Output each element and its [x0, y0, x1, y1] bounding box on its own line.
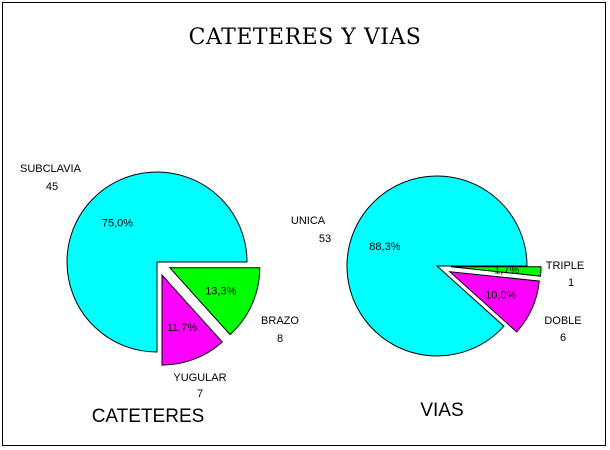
slice-percent-unica: 88,3%	[369, 241, 400, 253]
pie-0: 75,0% SUBCLAVIA 45 13,3% BRAZO 8 11,7% YUGULAR 7…	[20, 163, 299, 427]
slice-value-unica: 53	[319, 233, 331, 245]
slice-value-triple: 1	[568, 277, 574, 289]
slice-label-yugular: YUGULAR	[173, 372, 226, 384]
pie-caption-0: CATETERES	[92, 406, 205, 427]
chart-title: CATETERES Y VIAS	[188, 25, 422, 50]
slice-label-brazo: BRAZO	[261, 315, 299, 327]
slice-percent-yugular: 11,7%	[167, 322, 198, 334]
slice-triple	[450, 266, 542, 277]
slice-percent-brazo: 13,3%	[205, 285, 236, 297]
slice-doble	[448, 271, 540, 333]
slice-label-doble: DOBLE	[544, 315, 581, 327]
slice-value-doble: 6	[560, 332, 566, 344]
slice-percent-triple: 1,7%	[494, 265, 519, 277]
pie-1: 88,3% UNICA 53 1,7% TRIPLE 1 10,0% DOBLE 6 VIAS	[291, 175, 585, 421]
slice-brazo	[168, 267, 261, 336]
slice-value-subclavia: 45	[46, 181, 58, 193]
slice-yugular	[161, 273, 223, 366]
pie-caption-1: VIAS	[420, 400, 463, 421]
slice-unica	[346, 175, 528, 357]
slice-value-brazo: 8	[277, 333, 283, 345]
slice-percent-subclavia: 75,0%	[102, 218, 133, 230]
slice-label-triple: TRIPLE	[546, 260, 585, 272]
slice-label-subclavia: SUBCLAVIA	[20, 163, 82, 175]
slice-subclavia	[66, 171, 248, 353]
slice-percent-doble: 10,0%	[485, 289, 516, 301]
slice-label-unica: UNICA	[291, 215, 326, 227]
slice-value-yugular: 7	[197, 388, 203, 400]
